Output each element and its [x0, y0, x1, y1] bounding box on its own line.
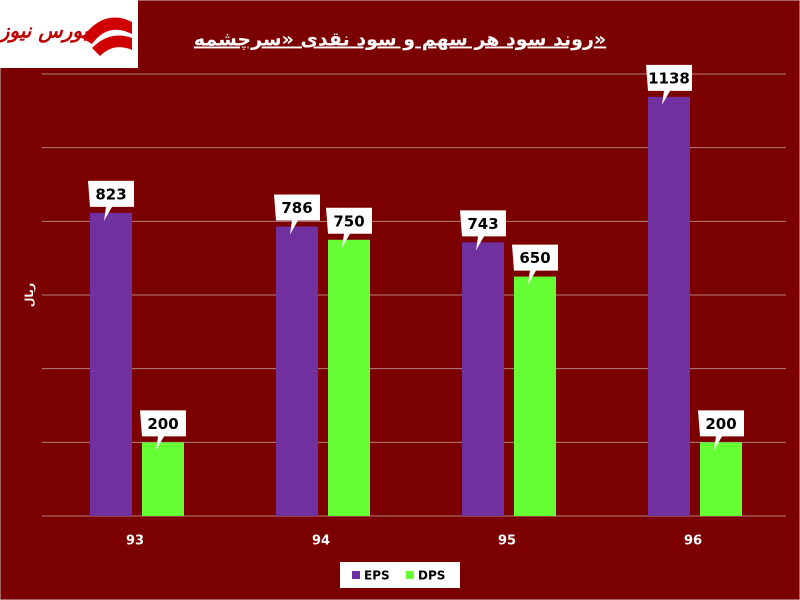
logo-icon — [82, 17, 132, 44]
bar — [276, 226, 318, 517]
legend-swatch — [406, 571, 414, 579]
callout — [88, 180, 134, 221]
chart-title: روند سود هر سهم و سود نقدی «سرچشمه» — [194, 29, 606, 51]
data-label: 200 — [705, 415, 736, 433]
bar — [90, 212, 132, 516]
logo-text: بورس نیوز — [0, 19, 89, 44]
data-label: 823 — [95, 185, 126, 203]
x-tick-label: 95 — [498, 534, 516, 549]
logo-icon — [92, 35, 132, 56]
legend-swatch — [352, 571, 360, 579]
data-label: 743 — [467, 215, 498, 233]
logo-box — [0, 0, 138, 68]
bar — [514, 276, 556, 516]
callout — [698, 410, 744, 451]
legend-label: DPS — [418, 569, 445, 583]
legend: EPS DPS — [340, 562, 460, 588]
callout — [512, 244, 558, 285]
data-label: 1138 — [648, 69, 690, 87]
callout — [274, 194, 320, 235]
x-tick-label: 93 — [126, 534, 144, 549]
data-label: 650 — [519, 249, 550, 267]
bar — [648, 96, 690, 516]
callout — [646, 64, 692, 105]
y-axis-label: ریال — [23, 283, 36, 307]
x-tick-label: 96 — [684, 534, 702, 549]
x-tick-label: 94 — [312, 534, 330, 549]
callout — [326, 207, 372, 248]
data-label: 200 — [147, 415, 178, 433]
callout — [460, 210, 506, 251]
callout — [140, 410, 186, 451]
legend-label: EPS — [364, 569, 390, 583]
bar — [700, 442, 742, 516]
bar — [328, 239, 370, 516]
bar — [142, 442, 184, 516]
data-label: 750 — [333, 212, 364, 230]
bar — [462, 242, 504, 516]
logo: بورس نیوز — [0, 0, 138, 68]
data-label: 786 — [281, 199, 312, 217]
